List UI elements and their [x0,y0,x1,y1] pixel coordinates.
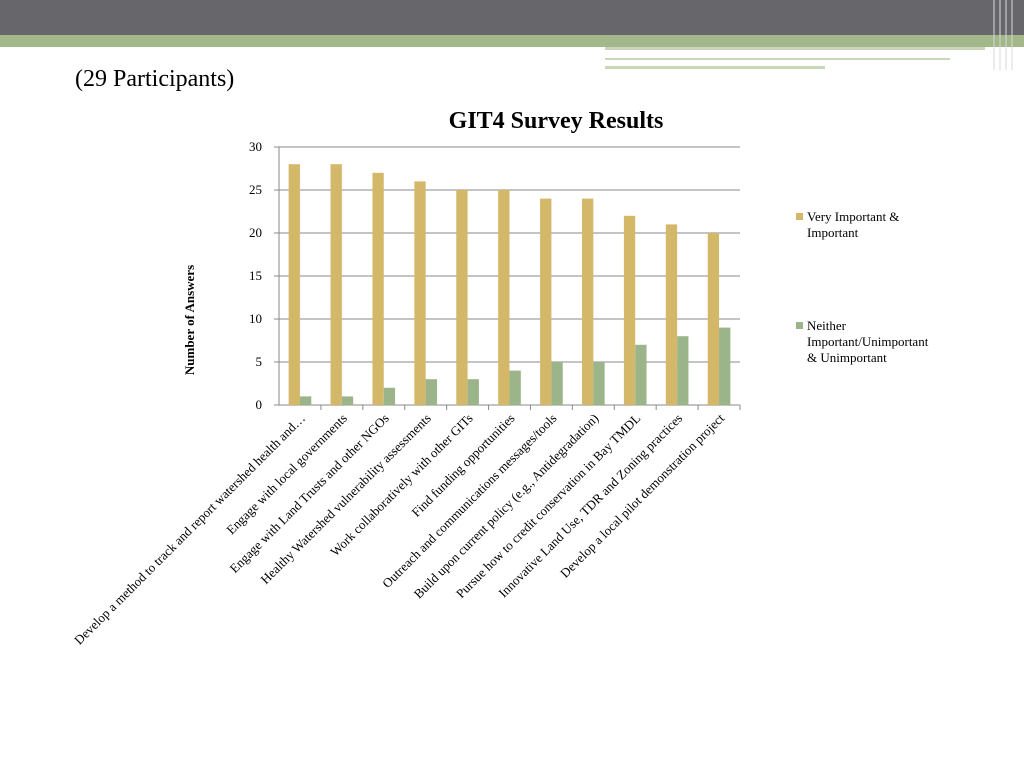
x-tick-label: Engage with Land Trusts and other NGOs [227,411,392,576]
bar [551,362,563,405]
bar [425,379,437,405]
bar [540,198,552,405]
subtitle: (29 Participants) [75,66,234,92]
bar [456,190,468,405]
y-tick-label: 30 [249,139,262,154]
bar [372,172,384,405]
bar [288,164,300,405]
header-band [0,0,1024,35]
side-lines [993,0,1013,70]
chart-title: GIT4 Survey Results [449,108,664,134]
legend-label: Very Important & Important [807,209,900,240]
legend-swatch [796,213,803,220]
header-line [605,58,950,60]
y-tick-label: 20 [249,225,262,240]
bar [509,370,521,405]
bar [707,233,720,405]
bar [582,198,594,405]
y-axis-label: Number of Answers [182,265,197,375]
bar [299,396,312,405]
legend-label: Neither Important/Unimportant & Unimport… [807,318,929,365]
bar [635,344,647,405]
legend-item: Neither Important/Unimportant & Unimport… [796,318,937,366]
bar [593,362,605,405]
y-tick-label: 10 [249,311,262,326]
bar [623,215,636,405]
bar [498,190,510,405]
bar [467,379,479,405]
y-tick-label: 15 [249,268,262,283]
y-tick-label: 0 [256,397,263,412]
bar [330,164,342,405]
bar [414,181,426,405]
bar [719,327,731,405]
bar [341,396,354,405]
bar [677,336,689,405]
bar [383,387,396,405]
legend-item: Very Important & Important [796,209,937,241]
header-line [605,66,825,69]
header-line [605,47,985,50]
bar [665,224,678,405]
y-tick-label: 5 [256,354,263,369]
legend-swatch [796,322,803,329]
header-stripe [0,35,1024,47]
y-tick-label: 25 [249,182,262,197]
